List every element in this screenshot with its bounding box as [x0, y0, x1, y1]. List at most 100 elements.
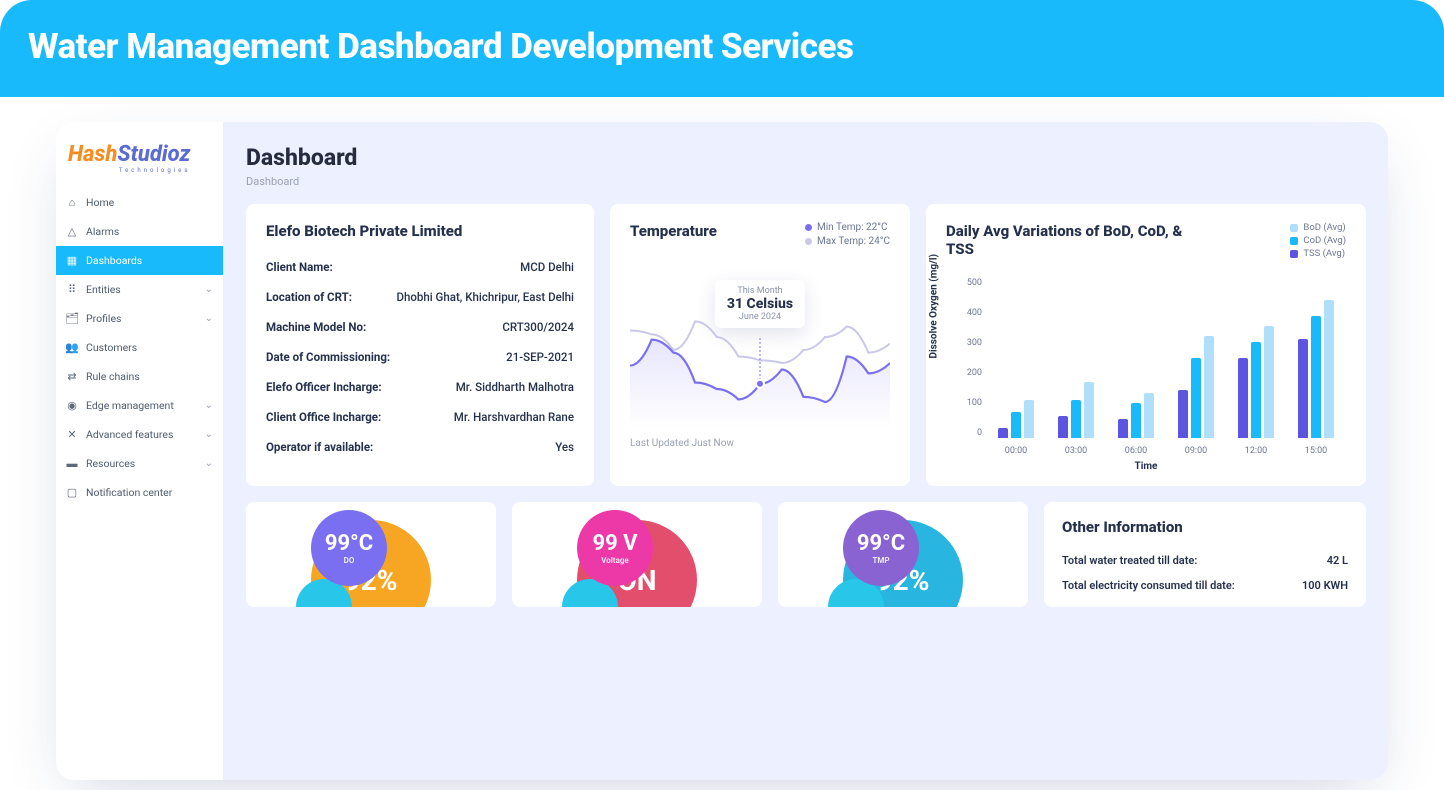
bar-bod: [1324, 300, 1334, 438]
sidebar-item-entities[interactable]: ⠿Entities⌄: [56, 275, 223, 304]
nav-icon: ◉: [66, 400, 78, 412]
app-shell: HashStudioz Technologies ⌂Home△Alarms▦Da…: [56, 122, 1388, 780]
sidebar-item-advanced-features[interactable]: ✕Advanced features⌄: [56, 420, 223, 449]
nav-label: Edge management: [86, 399, 174, 412]
other-info-card: Other Information Total water treated ti…: [1044, 502, 1366, 607]
variations-card: Daily Avg Variations of BoD, CoD, & TSS …: [926, 204, 1366, 486]
sidebar-item-resources[interactable]: ▬ Resources ⌄: [56, 449, 223, 478]
other-title: Other Information: [1062, 518, 1348, 536]
info-card: Elefo Biotech Private Limited Client Nam…: [246, 204, 594, 486]
legend-label: Max Temp: 24°C: [817, 236, 890, 247]
bar-group: 00:00: [998, 278, 1034, 438]
nav-icon: ▬: [66, 458, 78, 470]
gauge-row: 92% 99°C DO ON 99 V Voltage 92% 99°C TMP: [246, 502, 1366, 607]
temperature-title: Temperature: [630, 222, 717, 240]
top-cards-row: Elefo Biotech Private Limited Client Nam…: [246, 204, 1366, 486]
bar-group: 03:00: [1058, 278, 1094, 438]
legend-item: Max Temp: 24°C: [805, 236, 890, 247]
info-value: Mr. Harshvardhan Rane: [454, 410, 574, 424]
main-area: Dashboard Dashboard Elefo Biotech Privat…: [224, 122, 1388, 780]
info-value: Yes: [555, 440, 574, 454]
sidebar-nav: ⌂Home△Alarms▦Dashboards⠿Entities⌄🗂Profil…: [56, 188, 223, 780]
nav-label: Rule chains: [86, 370, 140, 383]
bar-cod: [1191, 358, 1201, 438]
chevron-down-icon: ⌄: [205, 313, 213, 324]
info-label: Operator if available:: [266, 440, 373, 454]
nav-label: Dashboards: [86, 254, 142, 267]
nav-icon: 🗂: [66, 313, 78, 325]
info-label: Elefo Officer Incharge:: [266, 380, 382, 394]
info-value: MCD Delhi: [520, 260, 574, 274]
info-value: Mr. Siddharth Malhotra: [456, 380, 574, 394]
nav-label: Notification center: [86, 486, 172, 499]
bar-tss: [1178, 390, 1188, 438]
x-tick: 12:00: [1245, 446, 1267, 456]
legend-swatch: [1290, 237, 1298, 245]
legend-label: Min Temp: 22°C: [817, 222, 888, 233]
sidebar-item-dashboards[interactable]: ▦Dashboards: [56, 246, 223, 275]
info-label: Client Office Incharge:: [266, 410, 381, 424]
y-tick: 0: [977, 428, 982, 438]
page-banner: Water Management Dashboard Development S…: [0, 0, 1444, 97]
gauge-small-unit: TMP: [872, 556, 889, 565]
variations-title: Daily Avg Variations of BoD, CoD, & TSS: [946, 222, 1186, 258]
x-tick: 09:00: [1185, 446, 1207, 456]
y-tick: 500: [967, 278, 982, 288]
info-value: Dhobhi Ghat, Khichripur, East Delhi: [396, 290, 574, 304]
bar-cod: [1251, 342, 1261, 438]
bar-bod: [1024, 400, 1034, 438]
nav-label: Resources: [86, 457, 135, 470]
y-axis: 5004003002001000: [946, 278, 982, 438]
sidebar-item-home[interactable]: ⌂Home: [56, 188, 223, 217]
gauge-small: 99°C DO: [311, 510, 387, 586]
info-card-title: Elefo Biotech Private Limited: [266, 222, 574, 240]
bar-group: 15:00: [1298, 278, 1334, 438]
bar-group: 09:00: [1178, 278, 1214, 438]
sidebar-item-rule-chains[interactable]: ⇄ Rule chains: [56, 362, 223, 391]
y-tick: 200: [967, 368, 982, 378]
bar-tss: [1118, 419, 1128, 438]
last-updated: Last Updated Just Now: [630, 438, 890, 449]
legend-item: TSS (Avg): [1290, 248, 1346, 259]
y-tick: 100: [967, 398, 982, 408]
main-header: Dashboard Dashboard: [246, 144, 1366, 188]
gauge-tmp: 92% 99°C TMP: [778, 502, 1028, 607]
x-tick: 00:00: [1005, 446, 1027, 456]
banner-title: Water Management Dashboard Development S…: [28, 26, 1416, 67]
other-label: Total electricity consumed till date:: [1062, 579, 1235, 592]
info-row: Elefo Officer Incharge: Mr. Siddharth Mal…: [266, 372, 574, 402]
logo-tagline: Technologies: [68, 167, 190, 174]
bar-cod: [1071, 400, 1081, 438]
nav-icon: ⌂: [66, 197, 78, 209]
gauge-small-unit: DO: [344, 556, 355, 565]
bar-cod: [1131, 403, 1141, 438]
bar-group: 12:00: [1238, 278, 1274, 438]
logo-part1: Hash: [68, 142, 117, 167]
sidebar-item-edge-management[interactable]: ◉Edge management⌄: [56, 391, 223, 420]
gauge-voltage: ON 99 V Voltage: [512, 502, 762, 607]
y-axis-label: Dissolve Oxygen (mg/l): [929, 254, 940, 359]
legend-swatch: [1290, 250, 1298, 258]
sidebar-item-customers[interactable]: 👥Customers: [56, 333, 223, 362]
other-value: 42 L: [1327, 554, 1348, 567]
sidebar-item-notification-center[interactable]: ▢ Notification center: [56, 478, 223, 507]
info-row: Machine Model No:CRT300/2024: [266, 312, 574, 342]
info-label: Location of CRT:: [266, 290, 352, 304]
sidebar-item-alarms[interactable]: △Alarms: [56, 217, 223, 246]
x-tick: 06:00: [1125, 446, 1147, 456]
bar-bod: [1264, 326, 1274, 438]
variations-legend: BoD (Avg)CoD (Avg)TSS (Avg): [1290, 222, 1346, 259]
nav-icon: ⇄: [66, 371, 78, 383]
legend-item: Min Temp: 22°C: [805, 222, 890, 233]
chevron-down-icon: ⌄: [205, 429, 213, 440]
sidebar-item-profiles[interactable]: 🗂Profiles⌄: [56, 304, 223, 333]
legend-label: BoD (Avg): [1303, 222, 1345, 233]
nav-icon: ▢: [66, 487, 78, 499]
chevron-down-icon: ⌄: [205, 458, 213, 469]
info-row: Date of Commissioning:21-SEP-2021: [266, 342, 574, 372]
sidebar: HashStudioz Technologies ⌂Home△Alarms▦Da…: [56, 122, 224, 780]
x-axis-label: Time: [1135, 461, 1158, 472]
info-label: Client Name:: [266, 260, 333, 274]
x-tick: 03:00: [1065, 446, 1087, 456]
nav-icon: ⠿: [66, 284, 78, 296]
